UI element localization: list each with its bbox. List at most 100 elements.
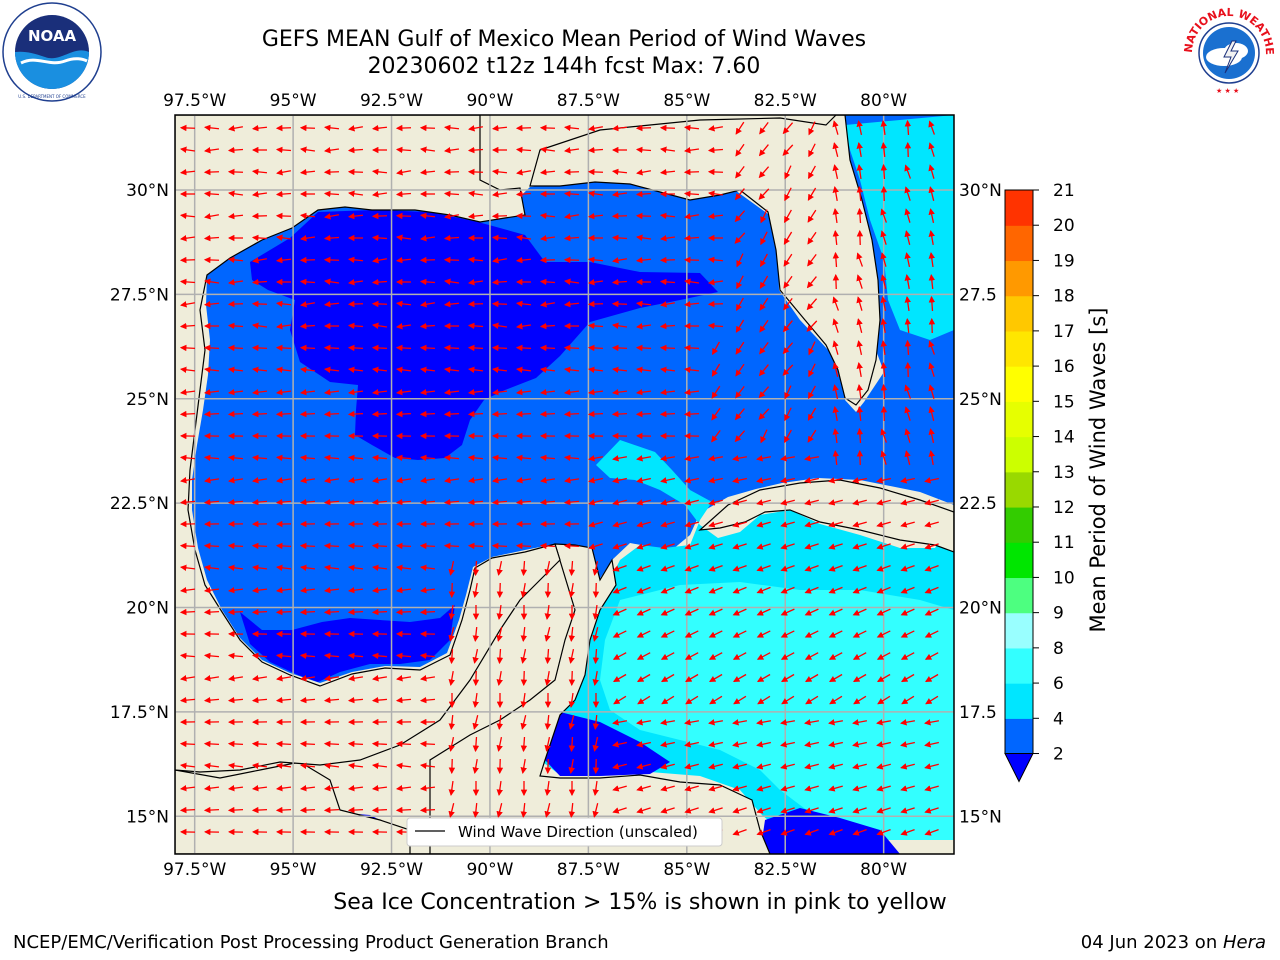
wind-wave-arrow (252, 477, 268, 484)
wind-wave-arrow (708, 477, 723, 484)
wind-wave-arrow (251, 608, 268, 616)
wind-wave-arrow (372, 257, 388, 264)
colorbar-tick-label: 9 (1053, 604, 1064, 624)
wind-wave-arrow (468, 477, 484, 484)
wind-wave-arrow (782, 364, 794, 376)
wind-wave-arrow (275, 652, 292, 660)
wind-wave-arrow (539, 168, 556, 176)
wind-wave-arrow (323, 147, 340, 154)
lat-tick-label-left: 22.5°N (110, 494, 169, 514)
wind-wave-arrow (807, 209, 817, 223)
wind-wave-arrow (780, 630, 795, 638)
wind-wave-arrow (515, 190, 532, 198)
wind-wave-arrow (251, 542, 268, 550)
wind-wave-arrow (904, 428, 911, 443)
lon-tick-label: 90°W (466, 860, 513, 880)
wind-wave-arrow (683, 410, 700, 418)
map-legend: Wind Wave Direction (unscaled) (406, 817, 723, 847)
wind-wave-arrow (856, 142, 863, 158)
wind-wave-arrow (568, 736, 576, 753)
wind-wave-arrow (876, 652, 891, 660)
wind-wave-arrow (544, 737, 551, 752)
wind-wave-arrow (563, 278, 580, 285)
wind-wave-arrow (419, 212, 436, 220)
colorbar-tick-label: 14 (1053, 428, 1075, 448)
wind-wave-arrow (707, 322, 724, 330)
wind-wave-arrow (275, 256, 292, 264)
wind-wave-arrow (520, 649, 527, 664)
wind-wave-arrow (179, 235, 196, 242)
wind-wave-arrow (684, 521, 699, 528)
wind-wave-arrow (784, 209, 792, 224)
wind-wave-arrow (900, 763, 915, 770)
wind-wave-arrow (900, 521, 915, 528)
wind-wave-arrow (371, 806, 388, 814)
wind-wave-arrow (448, 780, 455, 797)
wind-wave-arrow (928, 406, 935, 421)
wind-wave-arrow (544, 670, 551, 686)
wind-wave-arrow (347, 740, 364, 748)
wind-wave-arrow (275, 586, 292, 594)
wind-wave-arrow (347, 410, 364, 418)
wind-wave-arrow (828, 521, 843, 528)
wind-wave-arrow (756, 521, 771, 528)
wind-wave-arrow (856, 185, 864, 202)
wind-wave-arrow (467, 498, 484, 506)
wind-wave-arrow (491, 454, 508, 462)
wind-wave-arrow (568, 560, 576, 577)
wind-wave-arrow (544, 648, 552, 665)
wind-wave-arrow (179, 608, 196, 616)
wind-wave-arrow (540, 477, 556, 484)
wind-wave-arrow (684, 499, 699, 506)
wind-wave-arrow (611, 322, 628, 329)
wind-wave-arrow (612, 564, 627, 572)
wind-wave-arrow (756, 608, 771, 616)
wind-wave-arrow (203, 784, 220, 792)
wind-wave-arrow (828, 564, 843, 572)
wind-wave-arrow (759, 275, 769, 289)
wind-wave-arrow (636, 564, 651, 572)
wind-wave-arrow (784, 187, 792, 202)
lon-tick-label: 85°W (663, 91, 710, 111)
wind-wave-arrow (611, 124, 628, 132)
wind-wave-arrow (448, 604, 455, 621)
lon-tick-label: 92.5°W (360, 860, 423, 880)
wind-wave-arrow (904, 450, 911, 465)
wind-wave-arrow (832, 406, 839, 422)
wind-wave-arrow (828, 499, 843, 506)
wind-wave-arrow (228, 477, 244, 484)
wind-wave-arrow (828, 741, 843, 748)
colorbar-tick-label: 18 (1053, 287, 1075, 307)
wind-wave-arrow (900, 630, 915, 638)
wind-wave-arrow (736, 275, 744, 290)
wind-wave-arrow (711, 430, 721, 443)
wind-wave-arrow (832, 362, 839, 377)
credit-text: NCEP/EMC/Verification Post Processing Pr… (13, 932, 609, 953)
wind-wave-arrow (924, 630, 939, 638)
wind-wave-arrow (228, 675, 244, 682)
lon-tick-label: 97.5°W (163, 91, 226, 111)
wind-wave-arrow (563, 454, 580, 462)
wind-wave-arrow (880, 119, 887, 136)
wind-wave-arrow (568, 715, 575, 730)
lat-tick-label-right: 22.5 (959, 494, 997, 514)
wind-wave-arrow (371, 322, 388, 329)
wind-wave-arrow (904, 384, 912, 399)
date-stamp: 04 Jun 2023 on Hera (1081, 932, 1266, 953)
wind-wave-arrow (900, 741, 915, 748)
wind-wave-arrow (808, 363, 816, 378)
wind-wave-arrow (709, 695, 723, 705)
wind-wave-arrow (515, 146, 532, 154)
wind-wave-arrow (515, 454, 532, 462)
wind-wave-arrow (904, 339, 912, 356)
wind-wave-arrow (780, 828, 795, 836)
wind-wave-arrow (756, 673, 771, 683)
wind-wave-arrow (732, 455, 748, 462)
wind-wave-arrow (275, 564, 292, 572)
wind-wave-arrow (876, 763, 891, 770)
wind-wave-arrow (784, 429, 792, 444)
wind-wave-arrow (347, 366, 364, 374)
wind-wave-arrow (252, 257, 268, 264)
wind-wave-arrow (203, 740, 220, 748)
wind-wave-arrow (419, 652, 436, 660)
